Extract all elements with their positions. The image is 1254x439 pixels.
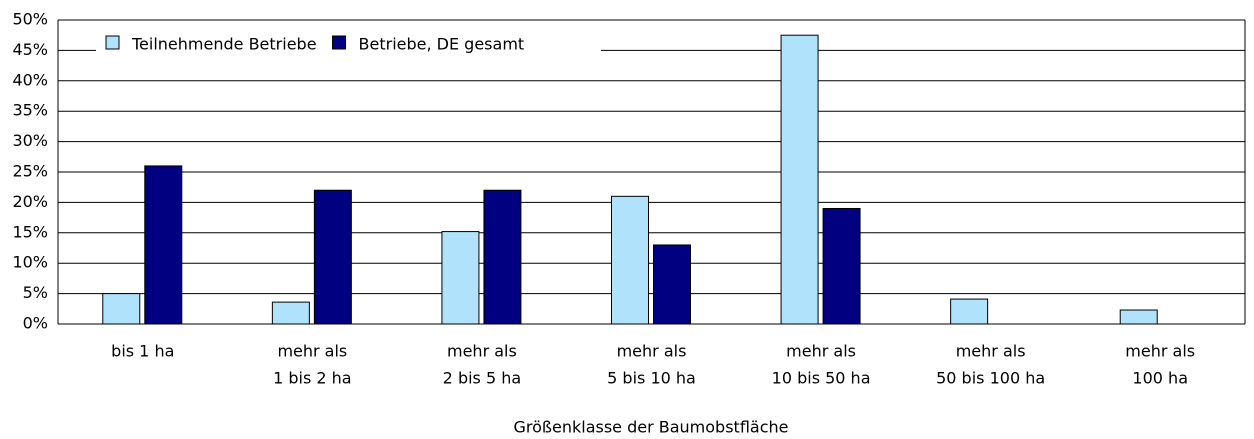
x-tick-label: 2 bis 5 ha (443, 369, 522, 388)
x-tick-label: 5 bis 10 ha (607, 369, 696, 388)
x-tick-label: bis 1 ha (111, 342, 174, 361)
x-tick-label: mehr als (1125, 342, 1195, 361)
y-tick-label: 45% (12, 40, 48, 59)
bar (1119, 309, 1158, 325)
legend-swatch (105, 35, 120, 50)
bar (483, 189, 522, 325)
bar (271, 301, 310, 325)
legend-label: Betriebe, DE gesamt (359, 35, 525, 54)
y-tick-label: 30% (12, 131, 48, 150)
x-tick-label: 1 bis 2 ha (273, 369, 352, 388)
bar (653, 244, 691, 325)
y-tick-label: 5% (23, 283, 48, 302)
y-tick-label: 25% (12, 162, 48, 181)
y-tick-label: 15% (12, 222, 48, 241)
y-tick-label: 35% (12, 101, 48, 120)
bar (313, 189, 352, 325)
bar (144, 165, 183, 325)
legend-swatch (332, 35, 347, 50)
x-axis-label: Größenklasse der Baumobstfläche (514, 418, 789, 436)
bar (950, 298, 989, 325)
y-tick-label: 0% (23, 314, 48, 333)
x-tick-label: 10 bis 50 ha (772, 369, 871, 388)
x-tick-label: 50 bis 100 ha (936, 369, 1045, 388)
x-tick-label: 100 ha (1132, 369, 1188, 388)
bar (441, 231, 480, 325)
legend-box (96, 30, 601, 60)
x-tick-label: mehr als (447, 342, 517, 361)
bar (102, 293, 141, 325)
legend-label: Teilnehmende Betriebe (131, 35, 317, 54)
y-tick-label: 50% (12, 10, 48, 29)
bar (822, 207, 861, 325)
x-tick-label: mehr als (786, 342, 856, 361)
y-tick-label: 40% (12, 70, 48, 89)
bar (780, 34, 819, 325)
x-tick-label: mehr als (277, 342, 347, 361)
x-tick-label: mehr als (956, 342, 1026, 361)
bar (611, 195, 649, 325)
y-tick-label: 10% (12, 253, 48, 272)
x-tick-label: mehr als (617, 342, 687, 361)
y-tick-label: 20% (12, 192, 48, 211)
